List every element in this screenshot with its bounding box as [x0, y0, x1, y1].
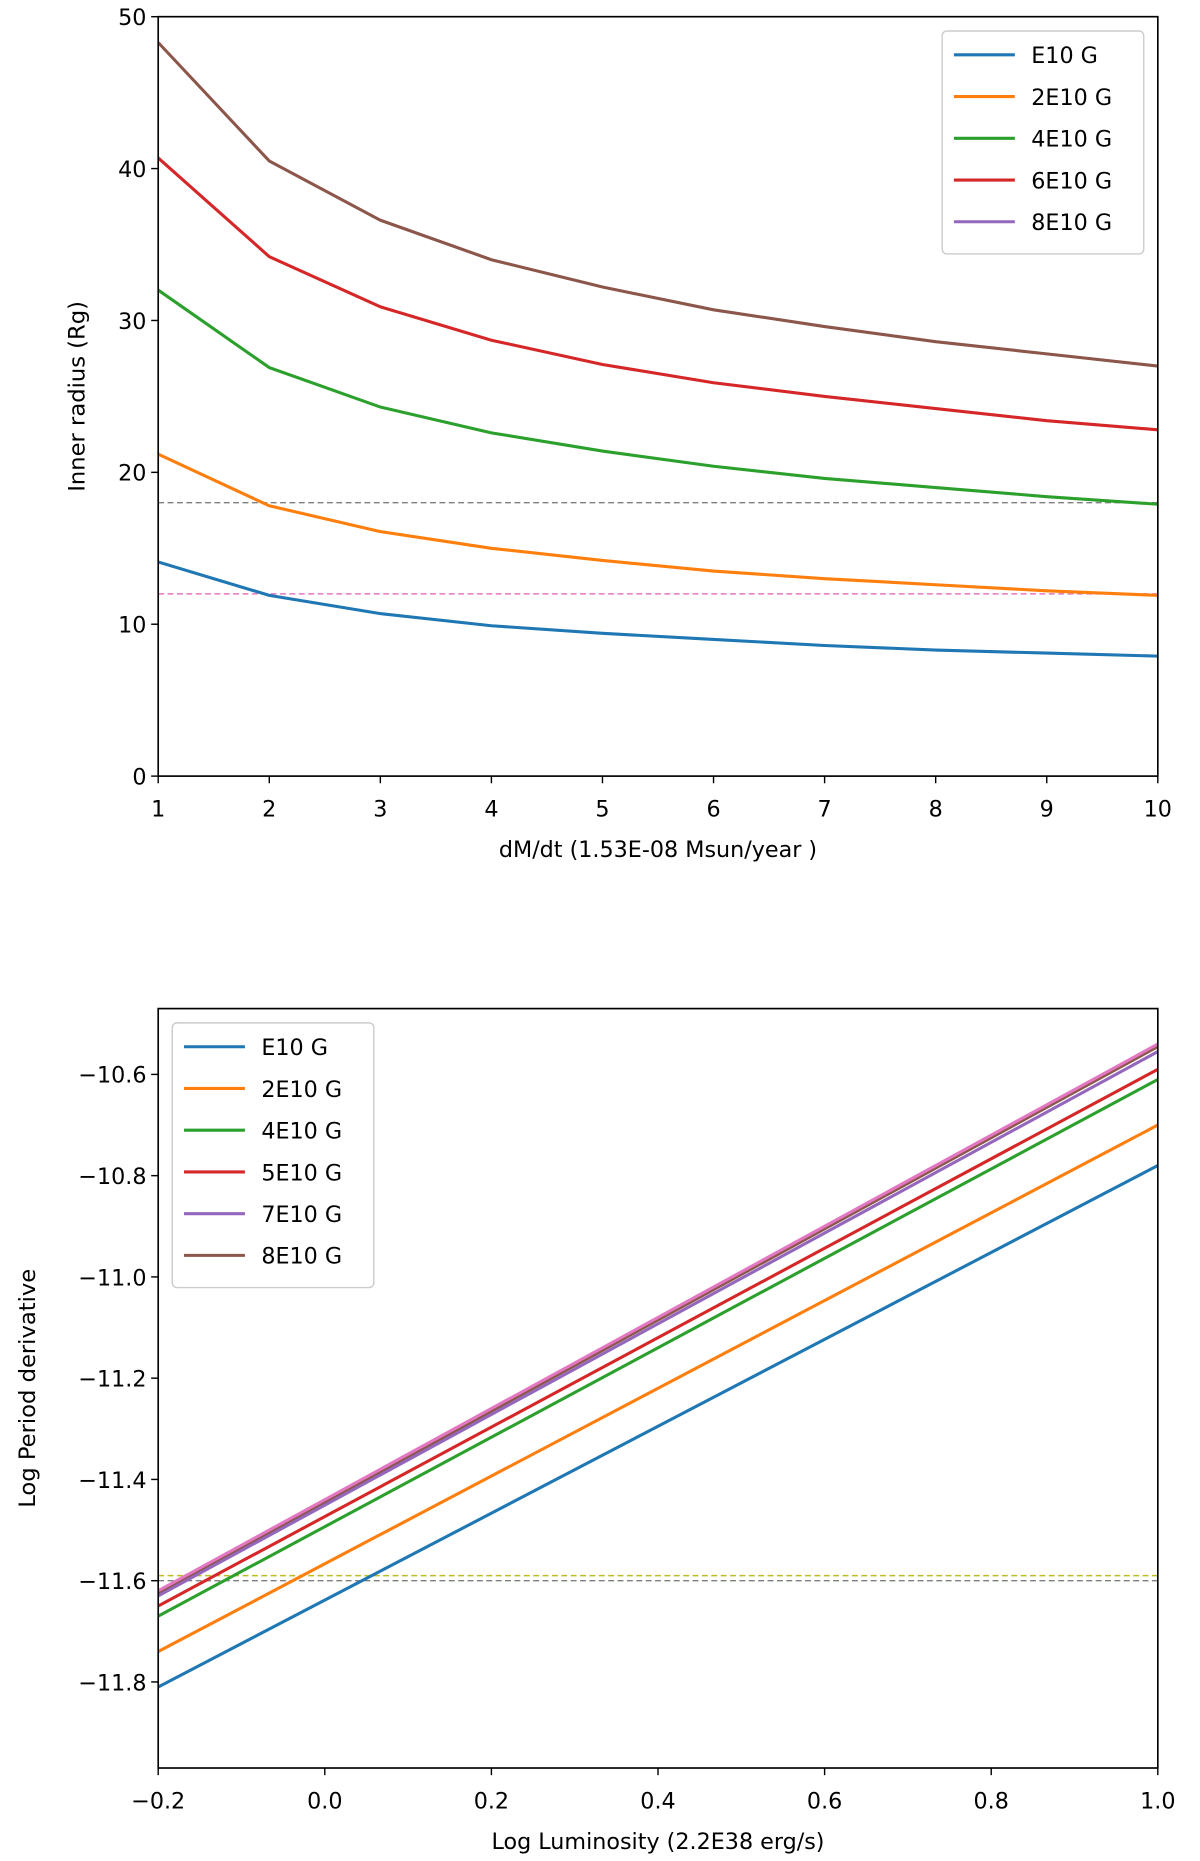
x-tick-label: 10 — [1144, 796, 1172, 822]
x-tick-label: 7 — [818, 796, 832, 822]
x-tick-label: 5 — [595, 796, 609, 822]
series-line — [158, 560, 1158, 658]
x-tick-label: 8 — [929, 796, 943, 822]
x-tick-label: 0.8 — [974, 1788, 1009, 1814]
series-line — [158, 156, 1158, 432]
series-line — [158, 1067, 1158, 1608]
series-line — [158, 41, 1158, 368]
axes-frame — [157, 15, 1159, 777]
y-tick-label: 20 — [118, 461, 146, 487]
series-line — [158, 1164, 1158, 1689]
x-tick-label: 9 — [1040, 796, 1054, 822]
series-line — [158, 1045, 1158, 1595]
x-tick-label: 0.4 — [640, 1788, 675, 1814]
legend-label: 4E10 G — [261, 1118, 342, 1144]
y-tick-label: 50 — [118, 5, 146, 31]
y-tick-label: −10.8 — [78, 1164, 146, 1190]
x-axis-label: dM/dt (1.53E-08 Msun/year ) — [499, 837, 817, 863]
legend-label: E10 G — [261, 1035, 328, 1061]
legend-label: 8E10 G — [1031, 210, 1112, 236]
x-tick-label: 0.0 — [307, 1788, 342, 1814]
x-tick-label: 1 — [151, 796, 165, 822]
y-tick-label: 0 — [132, 764, 146, 790]
legend-label: 4E10 G — [1031, 126, 1112, 152]
x-tick-label: 6 — [706, 796, 720, 822]
series-line — [158, 1078, 1158, 1618]
x-tick-label: 2 — [262, 796, 276, 822]
x-tick-label: 1.0 — [1140, 1788, 1175, 1814]
legend-label: 2E10 G — [261, 1077, 342, 1103]
y-tick-label: 40 — [118, 157, 146, 183]
y-tick-label: −11.2 — [78, 1366, 146, 1392]
legend-label: 6E10 G — [1031, 168, 1112, 194]
legend-label: 2E10 G — [1031, 85, 1112, 111]
x-tick-label: 0.2 — [474, 1788, 509, 1814]
legend-label: E10 G — [1031, 43, 1098, 69]
x-tick-label: 4 — [484, 796, 498, 822]
series-line — [158, 288, 1158, 506]
x-tick-label: 0.6 — [807, 1788, 842, 1814]
y-tick-label: −10.6 — [78, 1063, 146, 1089]
series-line — [158, 1042, 1158, 1593]
legend-label: 8E10 G — [261, 1244, 342, 1270]
legend-label: 7E10 G — [261, 1202, 342, 1228]
legend-box — [941, 30, 1145, 255]
y-tick-label: −11.8 — [78, 1670, 146, 1696]
series-line — [158, 1123, 1158, 1653]
y-axis-label: Log Period derivative — [15, 1269, 41, 1508]
y-tick-label: −11.0 — [78, 1265, 146, 1291]
x-tick-label: −0.2 — [131, 1788, 185, 1814]
series-line — [158, 452, 1158, 597]
y-axis-label: Inner radius (Rg) — [65, 301, 91, 492]
y-tick-label: −11.6 — [78, 1569, 146, 1595]
y-tick-label: 10 — [118, 612, 146, 638]
legend-label: 5E10 G — [261, 1160, 342, 1186]
y-tick-label: 30 — [118, 309, 146, 335]
series-line — [158, 1050, 1158, 1598]
x-tick-label: 3 — [373, 796, 387, 822]
y-tick-label: −11.4 — [78, 1468, 146, 1494]
x-axis-label: Log Luminosity (2.2E38 erg/s) — [492, 1829, 825, 1855]
